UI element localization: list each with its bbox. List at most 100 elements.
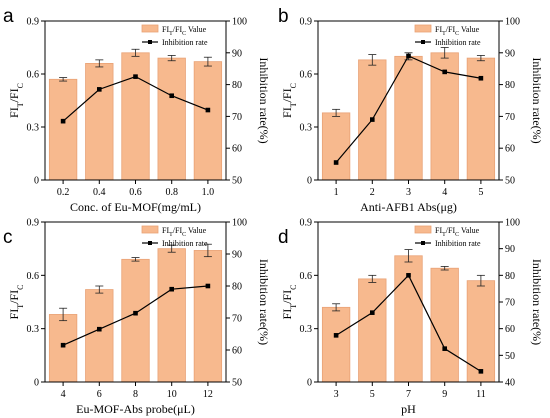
legend-label-value: FIT/FIC Value: [435, 226, 480, 238]
x-axis-title: pH: [401, 402, 416, 416]
bar: [85, 63, 114, 181]
legend-bar-swatch: [414, 225, 432, 234]
x-tick-label: 5: [478, 187, 483, 198]
y-right-tick-label: 60: [232, 144, 242, 155]
inhibition-rate-point: [442, 346, 447, 351]
legend-line-marker: [148, 241, 152, 245]
y-right-tick-label: 50: [232, 378, 242, 389]
x-tick-label: 4: [61, 389, 66, 400]
inhibition-rate-point: [370, 117, 375, 122]
legend-label-value: FIT/FIC Value: [435, 25, 480, 37]
inhibition-rate-point: [133, 74, 138, 79]
legend-line-marker: [148, 40, 152, 44]
bar: [48, 314, 78, 383]
panel-c: 0 0.3 0.6 0.9 50 60 70 80 90 100 4 6 8 10 12 Eu-MOF-Abs…: [3, 218, 271, 417]
y-right-tick-label: 70: [232, 112, 242, 123]
bar: [358, 278, 387, 383]
legend-bar-swatch: [414, 24, 432, 33]
legend-label-inhibition: Inhibition rate: [162, 38, 208, 47]
bar: [321, 112, 351, 181]
inhibition-rate-point: [370, 310, 375, 315]
legend-bar-swatch: [141, 225, 159, 234]
y-left-tick-label: 0.3: [27, 123, 40, 134]
y-right-axis-title: Inhibition rate(%): [530, 259, 544, 345]
bar: [157, 248, 186, 383]
legend-label-inhibition: Inhibition rate: [435, 38, 481, 47]
y-left-tick-label: 0.9: [27, 17, 40, 28]
y-right-tick-label: 100: [232, 218, 247, 229]
bar: [157, 57, 186, 181]
inhibition-rate-point: [333, 160, 339, 165]
y-left-tick-label: 0.6: [300, 70, 313, 81]
bar: [430, 267, 459, 383]
inhibition-rate-point: [133, 310, 138, 316]
x-tick-label: 8: [133, 389, 138, 400]
x-tick-label: 4: [442, 187, 447, 198]
y-left-tick-label: 0.6: [27, 70, 40, 81]
y-right-tick-label: 90: [232, 48, 242, 59]
inhibition-rate-point: [406, 273, 411, 278]
bar: [121, 258, 150, 383]
y-left-tick-label: 0.6: [27, 271, 40, 282]
legend-label-inhibition: Inhibition rate: [435, 239, 481, 248]
y-right-axis-title: Inhibition rate(%): [257, 57, 271, 143]
inhibition-rate-point: [169, 286, 174, 292]
bar: [321, 306, 351, 383]
inhibition-rate-point: [60, 342, 66, 348]
bar: [394, 55, 423, 181]
y-right-tick-label: 60: [232, 346, 242, 357]
x-tick-label: 0.4: [93, 187, 106, 198]
y-right-tick-label: 100: [505, 17, 520, 28]
x-tick-label: 5: [370, 389, 375, 400]
x-tick-label: 3: [334, 389, 339, 400]
legend-line-marker: [421, 241, 425, 245]
y-left-tick-label: 0: [34, 378, 39, 389]
panel-letter: b: [278, 6, 289, 27]
x-tick-label: 0.2: [57, 187, 70, 198]
panel-a: 0 0.3 0.6 0.9 50 60 70 80 90 100 0.2 0.4 0.6 0.8 1.0Co…: [3, 6, 271, 214]
bar: [121, 52, 150, 181]
y-right-tick-label: 100: [232, 17, 247, 28]
y-right-axis-title: Inhibition rate(%): [257, 259, 271, 345]
x-tick-label: 0.6: [129, 187, 142, 198]
y-left-axis-title: FIT/FIC: [280, 285, 298, 320]
y-left-axis-title: FIT/FIC: [7, 83, 25, 118]
panel-letter: d: [278, 227, 289, 248]
x-tick-label: 9: [442, 389, 447, 400]
y-left-tick-label: 0.3: [27, 324, 40, 335]
y-right-tick-label: 60: [505, 144, 515, 155]
bar: [193, 250, 223, 383]
inhibition-rate-point: [478, 75, 484, 81]
y-left-axis-title: FIT/FIC: [280, 83, 298, 118]
panel-b: 0 0.3 0.6 0.9 50 60 70 80 90 100 1 2 3 4 5 Anti-AFB1 Ab…: [278, 6, 544, 214]
y-right-tick-label: 50: [505, 351, 515, 362]
y-left-axis-title: FIT/FIC: [7, 285, 25, 320]
bar: [48, 78, 78, 181]
x-tick-label: 10: [167, 389, 177, 400]
x-tick-label: 0.8: [165, 187, 178, 198]
x-tick-label: 12: [203, 389, 213, 400]
bar: [85, 289, 114, 383]
y-right-axis-title: Inhibition rate(%): [530, 57, 544, 143]
x-tick-label: 7: [406, 389, 411, 400]
y-right-tick-label: 90: [232, 250, 242, 261]
y-left-tick-label: 0.6: [300, 271, 313, 282]
y-right-tick-label: 40: [505, 378, 515, 389]
x-tick-label: 2: [370, 187, 375, 198]
inhibition-rate-point: [169, 93, 174, 99]
legend-label-value: FIT/FIC Value: [162, 25, 207, 37]
x-tick-label: 1.0: [202, 187, 215, 198]
x-tick-label: 1: [334, 187, 339, 198]
y-right-tick-label: 80: [505, 271, 515, 282]
y-right-tick-label: 80: [232, 282, 242, 293]
x-tick-label: 3: [406, 187, 411, 198]
y-right-tick-label: 70: [505, 298, 515, 309]
inhibition-rate-point: [333, 333, 339, 338]
y-right-tick-label: 50: [232, 176, 242, 187]
inhibition-rate-point: [205, 107, 211, 113]
panel-d: 0 0.3 0.6 0.9 40 50 60 70 80 90 100 3 5 7 9 11 pH FIT/FIC…: [278, 218, 544, 417]
y-right-tick-label: 60: [505, 324, 515, 335]
y-left-tick-label: 0.9: [300, 17, 313, 28]
inhibition-rate-point: [97, 326, 102, 332]
